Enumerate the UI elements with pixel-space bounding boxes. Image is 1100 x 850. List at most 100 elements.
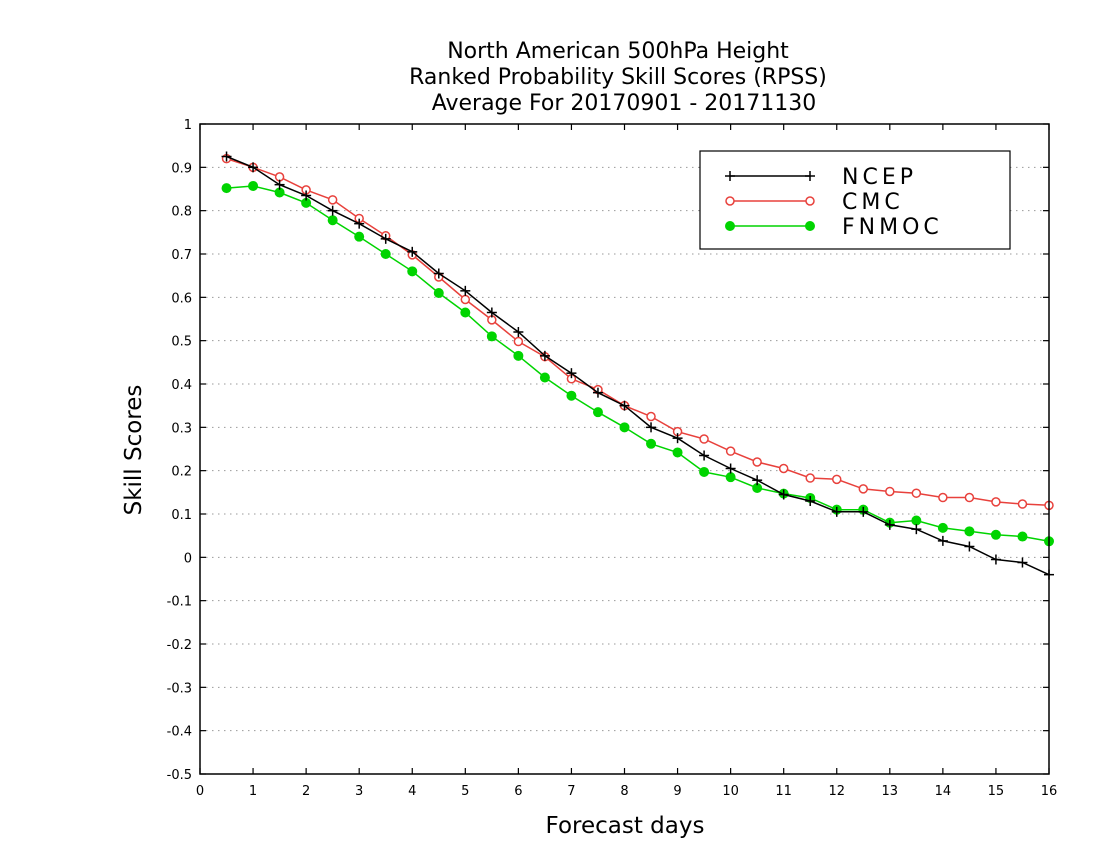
- x-tick-label: 0: [196, 784, 204, 799]
- x-tick-label: 15: [988, 784, 1005, 799]
- data-point-fnmoc: [592, 407, 603, 418]
- y-tick-label: 0.9: [171, 161, 192, 176]
- y-tick-label: 0.2: [171, 465, 192, 480]
- data-point-cmc: [778, 463, 789, 474]
- data-point-fnmoc: [221, 183, 232, 194]
- legend-marker-ncep: [725, 171, 735, 181]
- y-axis-label: Skill Scores: [121, 385, 147, 516]
- data-point-fnmoc: [460, 307, 471, 318]
- x-tick-label: 9: [673, 784, 681, 799]
- data-point-ncep: [248, 162, 259, 173]
- data-point-ncep: [354, 218, 365, 229]
- data-point-fnmoc: [911, 515, 922, 526]
- legend-marker-cmc: [805, 196, 815, 206]
- data-point-fnmoc: [486, 331, 497, 342]
- x-tick-label: 1: [249, 784, 257, 799]
- data-point-cmc: [725, 446, 736, 456]
- data-point-cmc: [513, 336, 524, 347]
- data-point-cmc: [991, 497, 1001, 507]
- legend-marker-fnmoc: [725, 221, 735, 231]
- data-point-ncep: [274, 179, 285, 190]
- y-tick-label: -0.5: [167, 768, 192, 783]
- legend-label-fnmoc: FNMOC: [842, 215, 943, 240]
- data-point-cmc: [1017, 499, 1028, 509]
- data-point-cmc: [646, 411, 656, 422]
- data-point-fnmoc: [513, 350, 524, 361]
- y-tick-label: -0.4: [167, 725, 192, 740]
- data-point-ncep: [1017, 557, 1028, 568]
- y-tick-label: 0.1: [171, 508, 192, 523]
- data-point-cmc: [805, 473, 815, 483]
- plot-series: [221, 151, 1054, 580]
- data-point-ncep: [752, 475, 763, 486]
- y-tick-label: 1: [184, 118, 192, 133]
- data-point-ncep: [539, 350, 550, 361]
- y-tick-label: -0.1: [167, 595, 192, 610]
- legend-marker-ncep: [805, 171, 815, 181]
- legend-item-fnmoc: FNMOC: [725, 215, 943, 240]
- data-point-ncep: [301, 190, 312, 201]
- data-point-fnmoc: [990, 529, 1001, 540]
- grid-lines: [200, 166, 1049, 732]
- data-point-fnmoc: [327, 215, 338, 226]
- legend-marker-cmc: [725, 196, 735, 206]
- data-point-ncep: [672, 433, 683, 444]
- data-point-ncep: [619, 400, 630, 411]
- x-tick-label: 6: [514, 784, 522, 799]
- data-point-cmc: [327, 195, 338, 205]
- data-point-cmc: [752, 457, 762, 467]
- series-ncep: [221, 151, 1054, 580]
- data-point-fnmoc: [699, 466, 710, 477]
- legend-item-ncep: NCEP: [725, 165, 917, 190]
- x-tick-label: 12: [828, 784, 845, 799]
- data-point-fnmoc: [433, 288, 444, 298]
- data-point-ncep: [858, 506, 869, 517]
- data-point-fnmoc: [380, 249, 391, 259]
- data-point-fnmoc: [248, 180, 259, 191]
- data-point-fnmoc: [539, 372, 550, 383]
- data-point-ncep: [460, 285, 471, 296]
- data-point-fnmoc: [964, 526, 975, 537]
- data-point-fnmoc: [354, 231, 365, 242]
- data-point-cmc: [460, 294, 471, 305]
- title-line-2: Ranked Probability Skill Scores (RPSS): [409, 65, 827, 90]
- legend-box: [699, 150, 1011, 250]
- data-point-cmc: [858, 484, 869, 494]
- data-point-ncep: [778, 489, 789, 500]
- data-point-ncep: [725, 463, 736, 474]
- data-point-ncep: [646, 422, 657, 433]
- y-tick-label: 0.8: [171, 205, 192, 220]
- y-tick-label: 0.5: [171, 335, 192, 350]
- data-point-cmc: [699, 434, 709, 444]
- x-tick-label: 4: [408, 784, 416, 799]
- y-tick-label: -0.3: [167, 681, 192, 696]
- data-point-fnmoc: [1017, 531, 1028, 542]
- data-point-ncep: [699, 450, 710, 461]
- title-line-1: North American 500hPa Height: [447, 39, 789, 64]
- data-point-fnmoc: [725, 472, 736, 483]
- y-tick-label: 0.6: [171, 291, 192, 306]
- axes: -0.5 -0.4 -0.3 -0.2 -0.1 0 0.1 0.2 0.3 0.4 0.5 0.6 0…: [167, 118, 1058, 799]
- data-point-cmc: [885, 486, 895, 497]
- x-tick-label: 14: [935, 784, 952, 799]
- y-tick-label: 0: [184, 551, 192, 566]
- y-tick-label: 0.4: [171, 378, 192, 393]
- data-point-cmc: [832, 474, 842, 485]
- legend-label-ncep: NCEP: [842, 165, 917, 190]
- chart-title: North American 500hPa Height Ranked Prob…: [409, 39, 827, 116]
- x-tick-label: 5: [461, 784, 469, 799]
- data-point-ncep: [884, 519, 895, 530]
- data-point-ncep: [592, 387, 603, 398]
- data-point-cmc: [911, 488, 922, 498]
- data-point-ncep: [433, 268, 444, 279]
- data-point-ncep: [327, 205, 338, 216]
- x-tick-label: 11: [775, 784, 792, 799]
- data-point-fnmoc: [937, 522, 948, 533]
- y-tick-label: 0.7: [171, 248, 192, 263]
- data-point-ncep: [805, 496, 816, 506]
- data-point-fnmoc: [407, 266, 418, 277]
- x-tick-label: 8: [620, 784, 628, 799]
- x-tick-label: 2: [302, 784, 310, 799]
- data-point-ncep: [937, 535, 948, 546]
